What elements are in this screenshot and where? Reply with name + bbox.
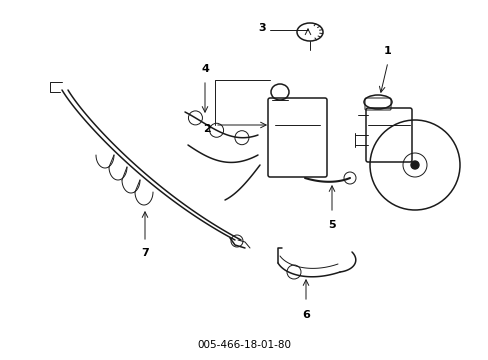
Text: 6: 6 — [302, 310, 309, 320]
Text: 2: 2 — [203, 124, 210, 134]
Text: 7: 7 — [141, 248, 148, 258]
Text: 1: 1 — [384, 46, 391, 56]
Text: 4: 4 — [201, 64, 208, 74]
Circle shape — [410, 161, 418, 169]
Text: 5: 5 — [327, 220, 335, 230]
Text: 3: 3 — [258, 23, 265, 33]
Text: 005-466-18-01-80: 005-466-18-01-80 — [197, 340, 290, 350]
